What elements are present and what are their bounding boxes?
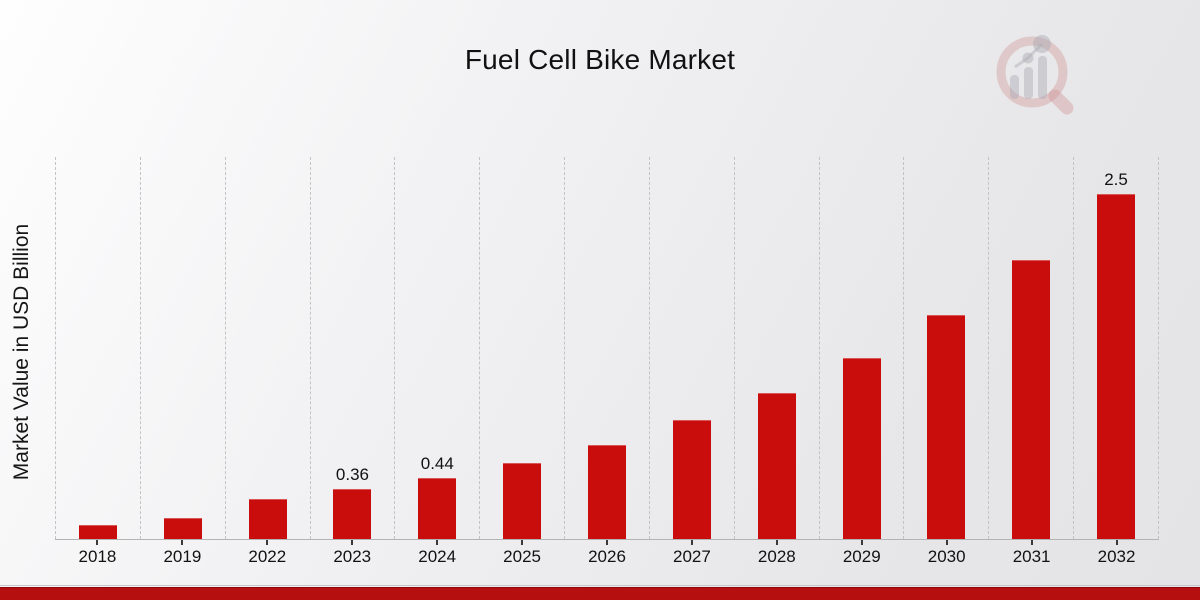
category-slot	[648, 157, 734, 539]
footer-red-band	[0, 587, 1200, 600]
category-slot: 2.5	[1073, 157, 1159, 539]
bar-2030	[927, 315, 966, 539]
x-tick-label: 2032	[1097, 547, 1136, 566]
x-axis: 2018 2019 2022 2023 2024 2025 2026 2027 2028 2029…	[55, 540, 1159, 570]
y-axis-title: Market Value in USD Billion	[10, 223, 33, 481]
x-axis-slot: 2029	[819, 540, 904, 570]
axis-tick	[181, 540, 184, 545]
axis-tick	[1030, 540, 1033, 545]
axis-tick	[690, 540, 693, 545]
axis-tick	[775, 540, 778, 545]
x-axis-slot: 2019	[140, 540, 225, 570]
x-axis-slot: 2018	[55, 540, 140, 570]
x-tick-label: 2029	[842, 547, 881, 566]
x-axis-slot: 2030	[904, 540, 989, 570]
chart-title: Fuel Cell Bike Market	[464, 44, 736, 75]
category-slot	[733, 157, 819, 539]
bar-2027	[672, 420, 711, 539]
bar-2032	[1097, 194, 1136, 539]
plot-area: 0.36 0.44 2.5	[55, 157, 1159, 540]
x-axis-slot: 2023	[310, 540, 395, 570]
x-axis-slot: 2022	[225, 540, 310, 570]
category-slot: 0.36	[309, 157, 395, 539]
bar-value-label: 0.36	[335, 465, 369, 484]
bar-value-label: 2.5	[1104, 170, 1128, 189]
bar-value-label: 0.44	[420, 454, 454, 473]
x-axis-slot: 2028	[734, 540, 819, 570]
x-tick-label: 2030	[927, 547, 966, 566]
bar-2028	[757, 393, 796, 539]
bar-2029	[842, 358, 881, 539]
bar-2022	[248, 499, 287, 539]
category-slot	[903, 157, 988, 539]
axis-tick	[945, 540, 948, 545]
bar-2031	[1012, 260, 1051, 539]
x-tick-label: 2022	[248, 547, 287, 566]
x-tick-label: 2024	[418, 547, 457, 566]
x-axis-slot: 2032	[1074, 540, 1159, 570]
category-slot	[988, 157, 1073, 539]
x-axis-slot: 2026	[565, 540, 650, 570]
market-research-future-logo	[985, 25, 1085, 120]
x-tick-label: 2018	[78, 547, 117, 566]
x-tick-label: 2031	[1012, 547, 1051, 566]
magnifier-bar-chart-icon	[996, 35, 1074, 115]
x-tick-label: 2027	[673, 547, 711, 566]
category-slot	[55, 157, 140, 539]
x-tick-label: 2028	[757, 547, 796, 566]
category-slot	[818, 157, 904, 539]
bar-2023	[333, 489, 372, 539]
bar-2026	[587, 445, 626, 539]
axis-tick	[351, 540, 354, 545]
axis-tick	[860, 540, 863, 545]
x-tick-label: 2026	[588, 547, 626, 566]
x-axis-slot: 2024	[395, 540, 480, 570]
bar-2019	[163, 518, 202, 539]
x-axis-slot: 2025	[480, 540, 565, 570]
x-axis-slot: 2027	[649, 540, 734, 570]
x-axis-slot: 2031	[989, 540, 1074, 570]
x-tick-label: 2019	[163, 547, 202, 566]
axis-tick	[605, 540, 608, 545]
category-slot	[139, 157, 225, 539]
category-slot	[224, 157, 310, 539]
bar-2018	[78, 525, 117, 539]
axis-tick	[1115, 540, 1118, 545]
axis-tick	[521, 540, 524, 545]
footer-divider-line	[0, 585, 1200, 586]
category-slot	[479, 157, 564, 539]
category-slot	[564, 157, 649, 539]
category-slot: 0.44	[394, 157, 479, 539]
x-tick-label: 2023	[333, 547, 372, 566]
axis-tick	[436, 540, 439, 545]
axis-tick	[96, 540, 99, 545]
bar-2025	[503, 463, 542, 539]
bar-2024	[418, 478, 457, 539]
axis-tick	[266, 540, 269, 545]
x-tick-label: 2025	[503, 547, 541, 566]
